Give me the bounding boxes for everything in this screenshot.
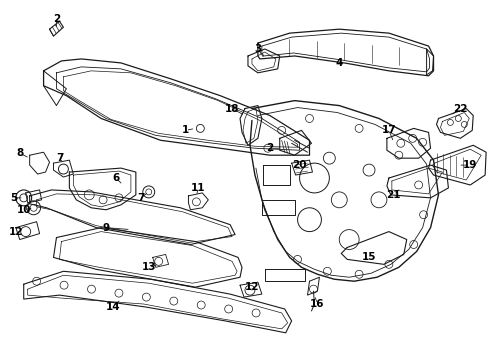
Text: 10: 10 [17,205,31,215]
Text: 2: 2 [53,14,60,24]
Text: 12: 12 [245,282,259,292]
Text: 22: 22 [453,104,467,113]
Text: 12: 12 [8,226,23,237]
Text: 13: 13 [142,262,156,272]
Text: 5: 5 [10,193,18,203]
Text: 16: 16 [310,299,325,309]
Text: 9: 9 [102,222,110,233]
Text: 19: 19 [463,160,477,170]
Text: 11: 11 [191,183,206,193]
Text: 7: 7 [137,193,145,203]
Text: 3: 3 [254,44,262,54]
Text: 8: 8 [16,148,24,158]
Text: 6: 6 [112,173,120,183]
Text: 1: 1 [182,125,189,135]
Text: 20: 20 [293,160,307,170]
Text: 2: 2 [266,143,273,153]
Text: 14: 14 [106,302,121,312]
Text: 7: 7 [56,153,63,163]
Text: 4: 4 [336,58,343,68]
Text: 15: 15 [362,252,376,262]
Text: 21: 21 [387,190,401,200]
Text: 17: 17 [382,125,396,135]
Text: 18: 18 [225,104,239,113]
